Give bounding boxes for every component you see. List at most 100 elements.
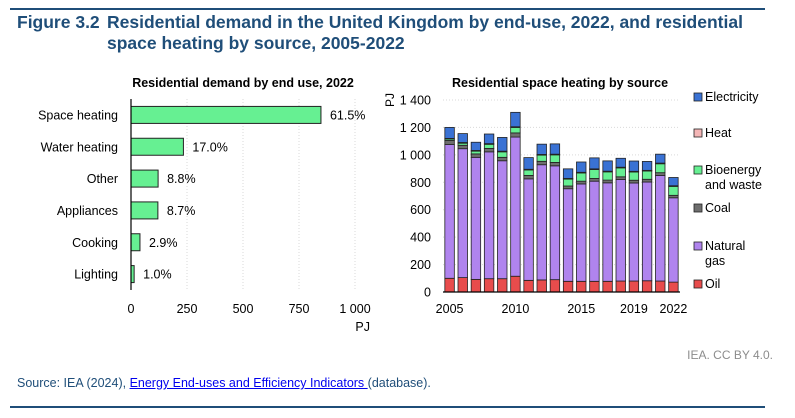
right-chart-bar-segment-natural-gas xyxy=(444,144,455,279)
right-chart-y-tick-label: 800 xyxy=(410,176,431,190)
right-chart-bar-segment-oil xyxy=(576,280,587,293)
right-chart-bar-segment-natural-gas xyxy=(536,164,547,281)
right-chart-stacked-bar xyxy=(641,161,653,293)
right-chart-bar-segment-natural-gas xyxy=(628,182,640,282)
right-chart-bar-segment-electricity xyxy=(457,133,468,143)
left-chart-category-label: Appliances xyxy=(57,204,118,218)
right-chart-bar-segment-electricity xyxy=(562,168,574,179)
left-chart-category-label: Space heating xyxy=(38,108,118,122)
right-chart-bar-segment-natural-gas xyxy=(602,182,613,282)
right-chart-bar-segment-oil xyxy=(497,278,508,293)
right-chart-stacked-bar xyxy=(655,153,666,293)
left-chart-data-label: 8.7% xyxy=(167,204,196,218)
right-chart-stacked-bar xyxy=(523,157,534,293)
right-chart-bar-segment-electricity xyxy=(576,161,587,173)
source-link[interactable]: Energy End-uses and Efficiency Indicator… xyxy=(129,376,368,390)
right-chart-bar-segment-natural-gas xyxy=(562,188,574,282)
right-chart-bar-segment-electricity xyxy=(549,143,561,155)
right-chart-stacked-bar xyxy=(444,127,455,293)
right-chart-bar-segment-coal xyxy=(576,180,587,185)
right-chart-stacked-bar xyxy=(562,168,574,293)
right-chart-bar-segment-bioenergy-and-waste xyxy=(497,151,508,158)
figure-title: Residential demand in the United Kingdom… xyxy=(107,12,743,53)
right-chart-bar-segment-natural-gas xyxy=(470,156,482,280)
right-chart-bar-segment-natural-gas xyxy=(457,148,468,279)
right-chart-bar-segment-oil xyxy=(641,280,653,293)
legend-swatch xyxy=(693,128,703,138)
right-chart-bar-segment-electricity xyxy=(655,153,666,164)
right-chart-bar-segment-bioenergy-and-waste xyxy=(510,127,521,134)
right-chart-title: Residential space heating by source xyxy=(452,76,668,90)
left-chart-x-tick-label: 1 000 xyxy=(339,302,370,316)
right-chart-stacked-bar xyxy=(483,133,495,293)
right-chart-bar-segment-oil xyxy=(668,281,679,293)
right-chart-bar-segment-bioenergy-and-waste xyxy=(470,150,482,155)
right-chart-bar-segment-electricity xyxy=(628,160,640,172)
legend-label: gas xyxy=(705,254,725,268)
left-chart-x-tick-label: 500 xyxy=(233,302,254,316)
right-chart-bar-segment-electricity xyxy=(602,160,613,172)
right-chart-bar-segment-coal xyxy=(457,144,468,150)
right-chart-bar-segment-coal xyxy=(562,185,574,190)
legend-label: Bioenergy xyxy=(705,163,762,177)
left-chart-data-label: 1.0% xyxy=(143,268,172,282)
right-chart-stacked-bar xyxy=(470,141,482,293)
left-chart-x-tick-label: 750 xyxy=(289,302,310,316)
right-chart-stacked-bar xyxy=(589,157,600,293)
right-chart-bar-segment-electricity xyxy=(483,133,495,145)
right-chart-bar-segment-coal xyxy=(483,148,495,153)
right-chart-bar-segment-coal xyxy=(602,179,613,184)
right-chart-bar-segment-coal xyxy=(470,153,482,158)
credit-line: IEA. CC BY 4.0. xyxy=(687,348,773,362)
right-chart-bar-segment-natural-gas xyxy=(483,151,495,280)
right-chart-stacked-bar xyxy=(536,143,547,293)
right-chart-bar-segment-coal xyxy=(523,175,534,180)
right-chart-bar-segment-coal xyxy=(589,178,600,182)
right-chart-bar-segment-bioenergy-and-waste xyxy=(615,167,626,178)
right-chart-bar-segment-bioenergy-and-waste xyxy=(628,171,640,181)
right-chart-stacked-bar xyxy=(668,177,679,293)
right-chart-bar-segment-electricity xyxy=(444,127,455,139)
right-chart-x-tick-label: 2019 xyxy=(620,302,648,316)
right-chart-bar-segment-electricity xyxy=(589,157,600,170)
right-chart-bar-segment-bioenergy-and-waste xyxy=(549,154,561,163)
right-chart-bar-segment-natural-gas xyxy=(576,183,587,282)
right-chart-bar-segment-coal xyxy=(536,160,547,166)
legend-swatch xyxy=(693,165,703,175)
right-chart-bar-segment-oil xyxy=(615,280,626,293)
left-chart-data-label: 17.0% xyxy=(192,140,227,154)
legend-label: Coal xyxy=(705,201,731,215)
right-chart-bar-segment-bioenergy-and-waste xyxy=(655,163,666,174)
legend-label: Natural xyxy=(705,239,745,253)
right-chart-stacked-bar xyxy=(628,160,640,293)
right-chart-bar-segment-natural-gas xyxy=(549,165,561,281)
left-chart-x-tick-label: 0 xyxy=(128,302,135,316)
right-chart-bar-segment-bioenergy-and-waste xyxy=(641,170,653,180)
right-chart-y-tick-label: 1 200 xyxy=(400,121,431,135)
right-chart-stacked-bar xyxy=(576,161,587,293)
right-chart-bar-segment-bioenergy-and-waste xyxy=(668,185,679,196)
source-prefix: Source: IEA (2024), xyxy=(17,376,130,390)
right-chart-bar-segment-natural-gas xyxy=(615,179,626,282)
legend-item: Heat xyxy=(693,126,732,140)
left-chart-category-label: Other xyxy=(87,172,118,186)
right-chart-y-tick-label: 1 400 xyxy=(400,94,431,108)
right-chart-bar-segment-natural-gas xyxy=(589,180,600,282)
right-chart-stacked-bar xyxy=(457,133,468,293)
right-chart-bar-segment-coal xyxy=(641,178,653,183)
right-chart-bar-segment-electricity xyxy=(615,157,626,168)
right-chart-bar-segment-natural-gas xyxy=(668,197,679,283)
legend-label: Oil xyxy=(705,277,720,291)
right-chart-bar-segment-oil xyxy=(589,280,600,293)
left-chart-category-label: Water heating xyxy=(41,140,118,154)
right-chart-bar-segment-coal xyxy=(549,161,561,167)
right-chart-bar-segment-bioenergy-and-waste xyxy=(562,178,574,187)
legend-swatch xyxy=(693,203,703,213)
right-chart-bar-segment-electricity xyxy=(641,161,653,171)
right-chart-bar-segment-oil xyxy=(523,279,534,293)
right-chart-bar-segment-bioenergy-and-waste xyxy=(523,169,534,176)
top-rule xyxy=(10,8,765,10)
source-suffix: (database). xyxy=(367,376,431,390)
